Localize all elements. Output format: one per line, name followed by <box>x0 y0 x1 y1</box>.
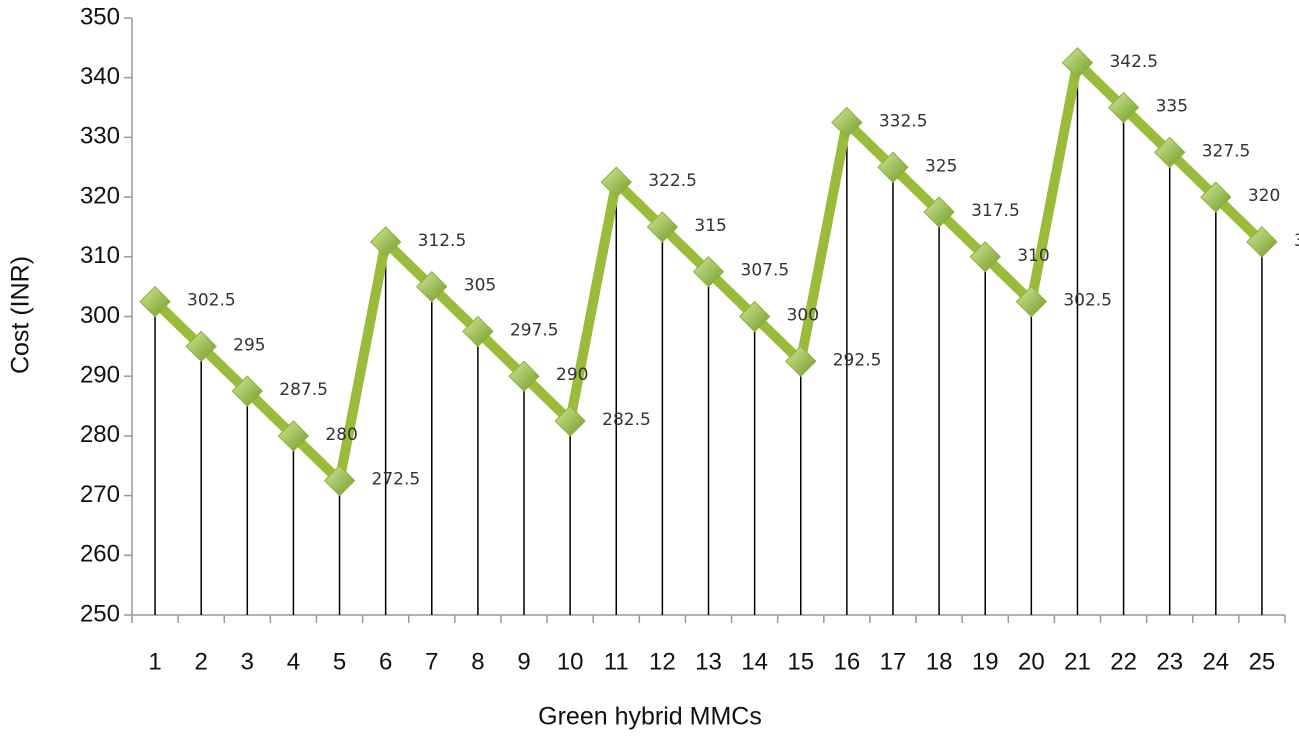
data-label: 315 <box>694 216 726 236</box>
marker <box>1246 226 1278 258</box>
y-tick-label: 320 <box>80 182 120 209</box>
data-label: 290 <box>556 365 588 385</box>
x-tick-label: 12 <box>649 648 676 675</box>
x-tick-label: 9 <box>517 648 530 675</box>
marker <box>231 375 264 407</box>
marker <box>600 166 632 198</box>
x-tick-label: 10 <box>557 648 584 675</box>
marker <box>185 330 217 363</box>
marker <box>1061 47 1094 79</box>
data-label: 307.5 <box>741 261 790 281</box>
marker <box>1200 181 1232 213</box>
data-label: 280 <box>325 425 357 445</box>
data-label: 312.5 <box>418 231 467 251</box>
data-label: 292.5 <box>833 350 882 370</box>
marker <box>785 345 817 377</box>
marker <box>416 270 448 303</box>
marker <box>923 196 955 228</box>
x-tick-label: 23 <box>1156 648 1183 675</box>
marker <box>831 106 863 139</box>
marker <box>323 464 356 497</box>
x-tick-label: 21 <box>1064 648 1091 675</box>
data-label: 335 <box>1156 97 1188 117</box>
data-label: 302.5 <box>1063 291 1112 311</box>
y-tick-label: 260 <box>80 541 120 568</box>
x-tick-label: 4 <box>287 648 300 675</box>
y-tick-label: 340 <box>80 63 120 90</box>
marker <box>462 315 494 348</box>
data-label: 305 <box>464 276 496 296</box>
marker <box>738 300 771 333</box>
x-tick-label: 15 <box>787 648 814 675</box>
y-tick-label: 300 <box>80 302 120 329</box>
x-tick-label: 2 <box>195 648 208 675</box>
marker <box>139 285 171 318</box>
data-label: 327.5 <box>1202 141 1251 161</box>
y-tick-label: 330 <box>80 123 120 150</box>
y-tick-label: 280 <box>80 421 120 448</box>
data-label: 287.5 <box>279 380 328 400</box>
y-tick-label: 310 <box>80 242 120 269</box>
x-tick-label: 8 <box>471 648 484 675</box>
x-tick-label: 3 <box>241 648 254 675</box>
x-tick-label: 18 <box>926 648 953 675</box>
data-label: 272.5 <box>372 470 421 490</box>
x-tick-label: 1 <box>148 648 161 675</box>
x-tick-label: 11 <box>604 648 629 675</box>
x-tick-label: 7 <box>425 648 438 675</box>
y-tick-label: 350 <box>80 3 120 30</box>
marker <box>277 420 310 452</box>
x-tick-label: 14 <box>741 648 768 675</box>
data-label: 310 <box>1017 246 1049 266</box>
x-tick-label: 13 <box>695 648 722 675</box>
y-tick-label: 250 <box>80 600 120 627</box>
x-tick-label: 16 <box>834 648 861 675</box>
marker <box>877 151 909 183</box>
x-tick-label: 20 <box>1018 648 1045 675</box>
x-tick-label: 19 <box>972 648 999 675</box>
x-tick-label: 24 <box>1202 648 1229 675</box>
marker <box>508 360 540 392</box>
x-tick-label: 5 <box>333 648 346 675</box>
marker <box>369 226 402 258</box>
x-tick-label: 22 <box>1110 648 1137 675</box>
marker <box>1015 285 1048 318</box>
data-label: 332.5 <box>879 111 928 131</box>
data-label: 295 <box>233 335 265 355</box>
y-tick-label: 270 <box>80 481 120 508</box>
marker <box>1153 136 1186 169</box>
data-label: 320 <box>1248 186 1280 206</box>
y-axis-title: Cost (INR) <box>7 256 35 374</box>
marker <box>692 256 725 288</box>
x-tick-label: 6 <box>379 648 392 675</box>
data-label: 300 <box>787 306 819 326</box>
marker <box>969 241 1001 273</box>
y-tick-label: 290 <box>80 362 120 389</box>
data-label: 282.5 <box>602 410 651 430</box>
marker <box>646 211 679 243</box>
data-label: 297.5 <box>510 320 559 340</box>
marker <box>554 405 586 437</box>
x-tick-label: 17 <box>880 648 907 675</box>
data-label: 342.5 <box>1109 52 1158 72</box>
x-axis-title: Green hybrid MMCs <box>538 703 762 731</box>
data-label: 317.5 <box>971 201 1020 221</box>
data-label: 302.5 <box>187 291 236 311</box>
data-label: 312.5 <box>1294 231 1299 251</box>
marker <box>1107 91 1140 124</box>
data-label: 322.5 <box>648 171 697 191</box>
data-label: 325 <box>925 156 957 176</box>
x-tick-label: 25 <box>1249 648 1276 675</box>
